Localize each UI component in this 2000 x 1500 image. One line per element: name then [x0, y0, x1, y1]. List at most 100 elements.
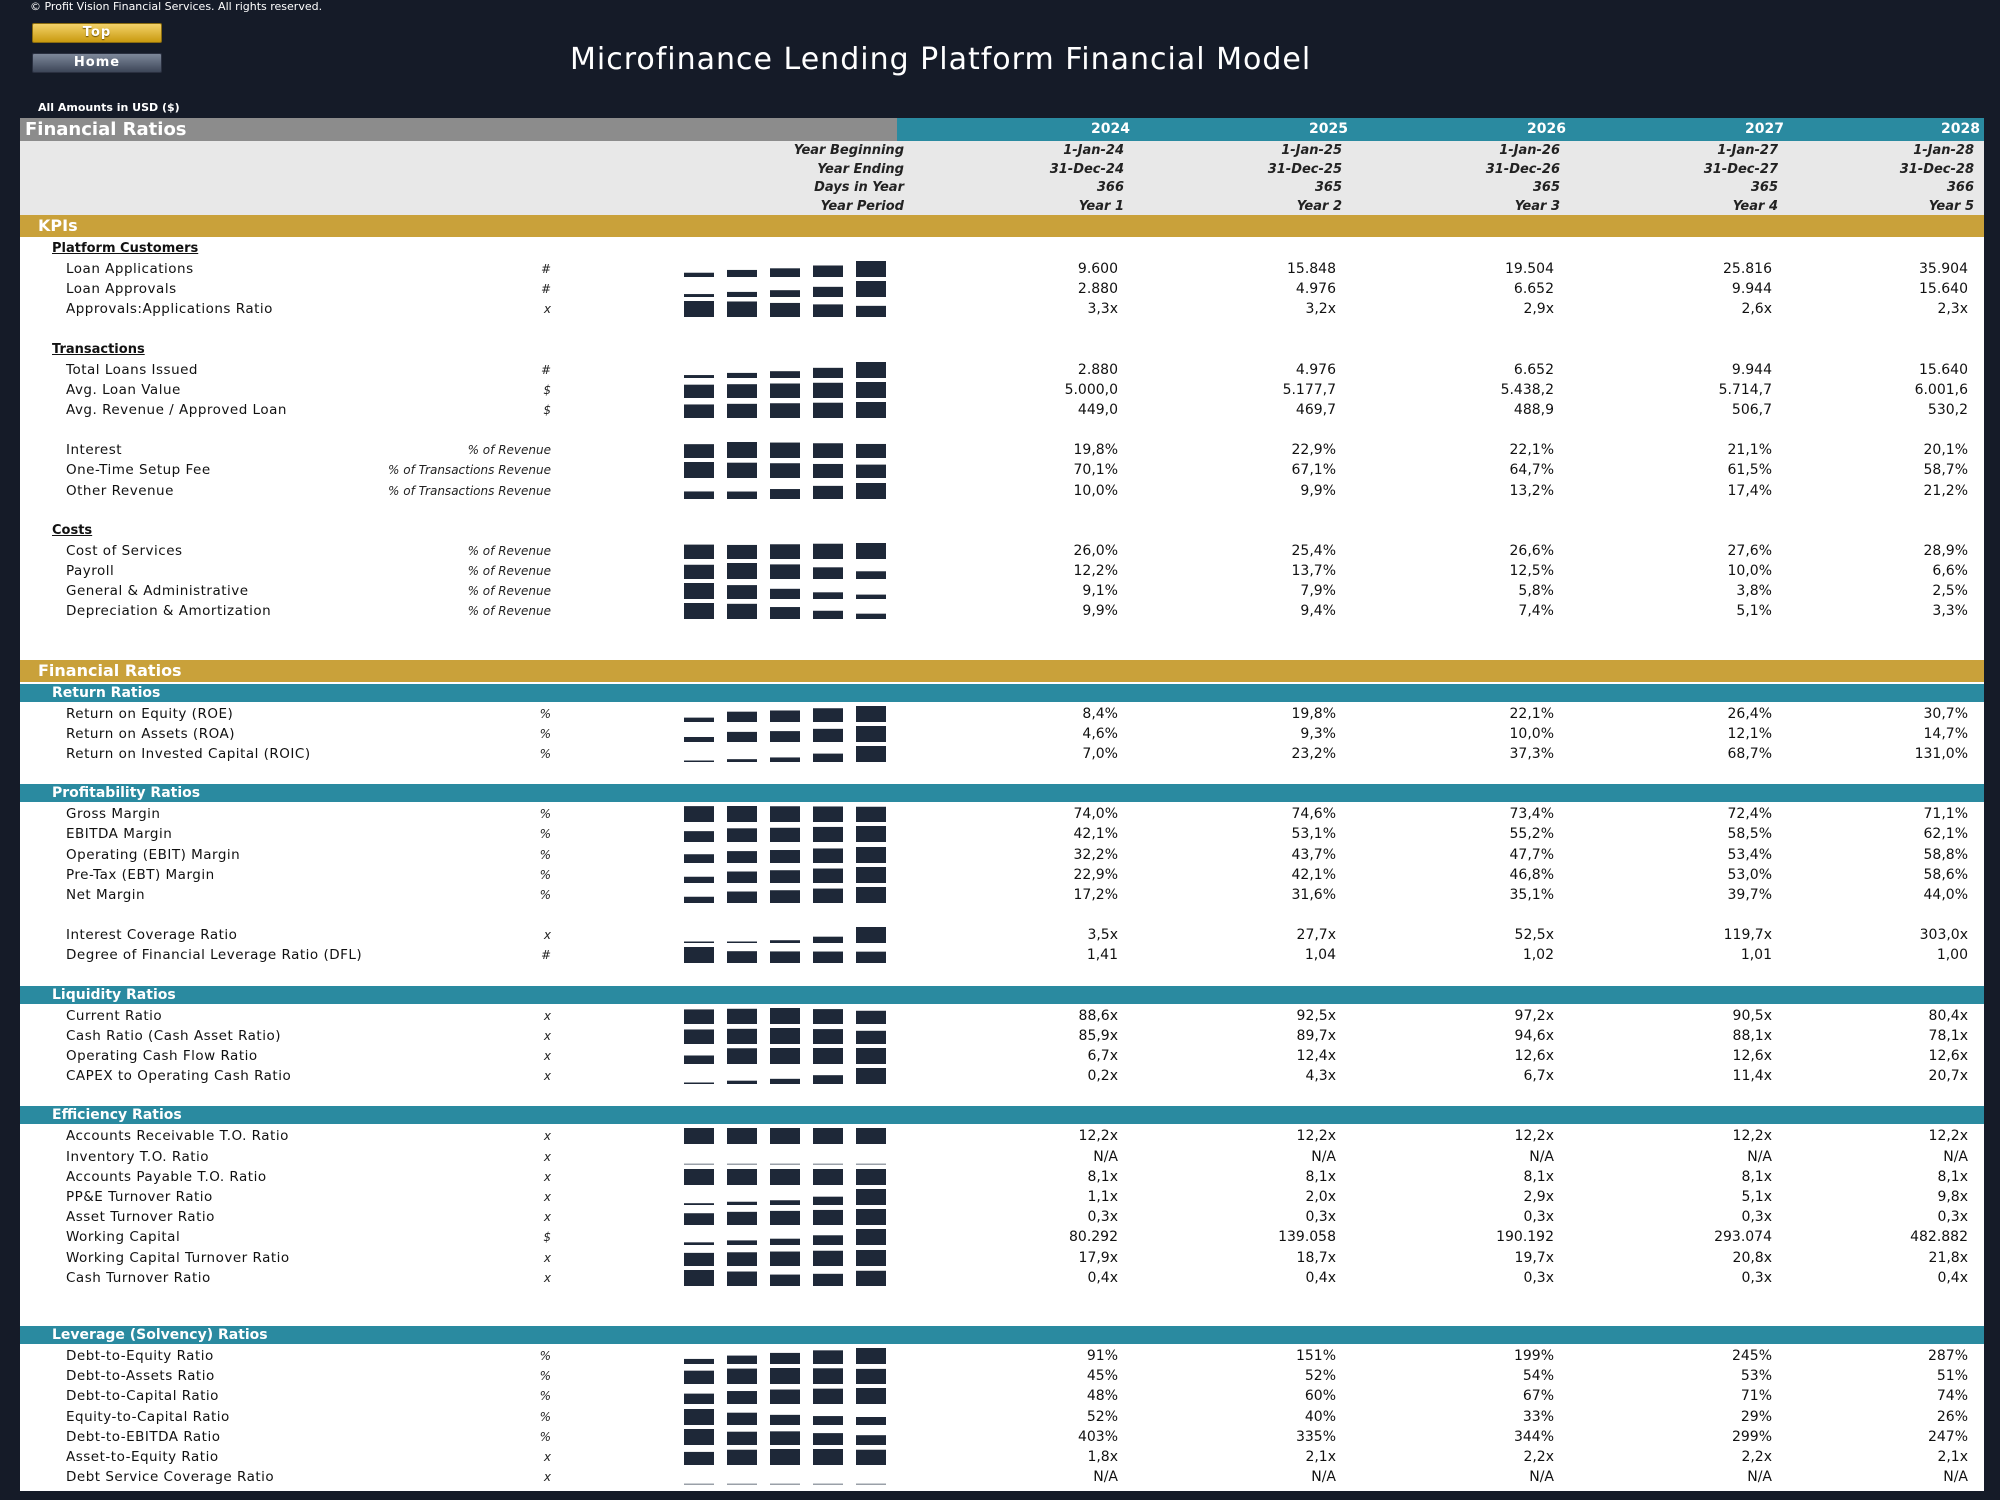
row-value: 20,7x — [1928, 1068, 1968, 1085]
spark-bar — [856, 281, 886, 298]
row-value: 12,2x — [1514, 1128, 1554, 1145]
spark-bar — [684, 1082, 714, 1085]
table-row: Interest % of Revenue 19,8% 22,9% 22,1% 21,1%… — [20, 440, 1984, 460]
spark-bar — [684, 1252, 714, 1266]
row-value: 26,6% — [1509, 542, 1554, 559]
row-value: 139.058 — [1278, 1229, 1336, 1246]
row-value: 18,7x — [1296, 1249, 1336, 1266]
top-button[interactable]: Top — [32, 23, 162, 43]
table-row: Interest Coverage Ratio x 3,5x 27,7x 52,5x 11… — [20, 925, 1984, 945]
spark-bar — [770, 890, 800, 903]
year-info-value: 365 — [1750, 180, 1778, 195]
spark-bar — [684, 564, 714, 579]
spark-bar — [813, 543, 843, 559]
row-value: 71% — [1740, 1388, 1772, 1405]
spark-bar — [813, 485, 843, 499]
row-value: 8,1x — [1523, 1168, 1554, 1185]
row-unit: x — [543, 1008, 551, 1023]
subsection-heading: Platform Customers — [52, 241, 199, 256]
table-row: Asset Turnover Ratio x 0,3x 0,3x 0,3x 0,3x 0,3… — [20, 1207, 1984, 1227]
spark-bar — [813, 1008, 843, 1024]
row-value: 21,8x — [1928, 1249, 1968, 1266]
year-info-value: 366 — [1946, 180, 1974, 195]
row-value: 58,7% — [1923, 462, 1968, 479]
row-value: 80,4x — [1928, 1007, 1968, 1024]
row-value: 0,3x — [1937, 1209, 1968, 1226]
row-value: 58,8% — [1923, 846, 1968, 863]
row-value: 6.652 — [1513, 361, 1554, 378]
year-header-bar: Financial Ratios 2024 2025 2026 2027 202… — [20, 118, 1984, 141]
row-value: 80.292 — [1069, 1229, 1118, 1246]
spark-bar — [684, 444, 714, 459]
row-value: 74,0% — [1073, 806, 1118, 823]
row-unit: # — [540, 362, 551, 377]
spark-bar — [684, 1029, 714, 1044]
sparkline-chart — [684, 402, 886, 418]
home-button[interactable]: Home — [32, 53, 162, 73]
row-value: 11,4x — [1732, 1068, 1772, 1085]
spark-bar — [856, 361, 886, 378]
row-value: 0,3x — [1741, 1269, 1772, 1286]
subsection-heading: Costs — [52, 522, 93, 538]
spark-bar — [856, 952, 886, 964]
spark-bar — [856, 614, 886, 620]
spark-bar — [727, 1251, 757, 1266]
spark-bar — [813, 1048, 843, 1064]
year-info-label: Year Ending — [817, 161, 904, 177]
spark-bar — [813, 827, 843, 843]
spark-bar — [856, 444, 886, 459]
spark-bar — [813, 382, 843, 398]
year-info-value: 1-Jan-24 — [1063, 143, 1124, 158]
row-label: Current Ratio — [66, 1007, 163, 1024]
spark-bar — [856, 542, 886, 559]
row-value: 23,2% — [1291, 746, 1336, 762]
row-value: 25,4% — [1291, 542, 1336, 559]
row-value: 68,7% — [1727, 746, 1772, 762]
row-value: 40% — [1304, 1408, 1336, 1425]
spark-bar — [727, 941, 757, 944]
spark-bar — [813, 567, 843, 579]
spark-bar — [770, 1007, 800, 1024]
spark-bar — [727, 372, 757, 378]
row-unit: # — [540, 948, 551, 963]
spark-bar — [856, 1416, 886, 1425]
row-value: 3,3% — [1932, 603, 1968, 620]
table-row: Working Capital Turnover Ratio x 17,9x 18,7… — [20, 1248, 1984, 1268]
row-label: Return on Assets (ROA) — [66, 725, 235, 742]
row-unit: % — [539, 1349, 551, 1363]
row-value: 2.880 — [1077, 361, 1118, 378]
spark-bar — [856, 806, 886, 823]
row-unit: % — [539, 1409, 551, 1424]
row-label: Debt-to-Equity Ratio — [66, 1348, 214, 1364]
sparkline-chart — [684, 603, 886, 620]
row-unit: % — [539, 807, 551, 822]
row-value: 4,3x — [1305, 1068, 1336, 1085]
footer-strip — [0, 1491, 2000, 1500]
spark-bar — [684, 1358, 714, 1364]
row-value: 52% — [1304, 1368, 1336, 1385]
spark-bar — [813, 1210, 843, 1226]
row-value: 21,2% — [1923, 482, 1968, 499]
table-row: Other Revenue % of Transactions Revenue 10… — [20, 481, 1984, 501]
spark-bar — [684, 831, 714, 843]
row-value: 85,9x — [1078, 1027, 1118, 1044]
table-row: Return on Invested Capital (ROIC)% 7,0% 23… — [20, 744, 1984, 764]
spark-bar — [727, 563, 757, 579]
row-label: Operating (EBIT) Margin — [66, 846, 241, 863]
row-value: 53% — [1740, 1368, 1772, 1385]
spark-bar — [856, 1434, 886, 1445]
row-unit: % — [539, 1369, 551, 1384]
row-value: N/A — [1747, 1469, 1772, 1486]
spark-bar — [727, 442, 757, 459]
spark-bar — [856, 1449, 886, 1465]
sparkline-chart — [684, 583, 886, 600]
table-row: Accounts Receivable T.O. Ratio x 12,2x 12,2… — [20, 1126, 1984, 1146]
row-label: Degree of Financial Leverage Ratio (DFL) — [66, 947, 363, 964]
row-value: 7,4% — [1518, 603, 1554, 620]
row-value: 19.504 — [1505, 261, 1554, 277]
spark-bar — [856, 1163, 886, 1165]
spark-bar — [727, 585, 757, 600]
spark-bar — [770, 730, 800, 742]
row-unit: $ — [543, 382, 551, 397]
row-value: 55,2% — [1509, 826, 1554, 843]
